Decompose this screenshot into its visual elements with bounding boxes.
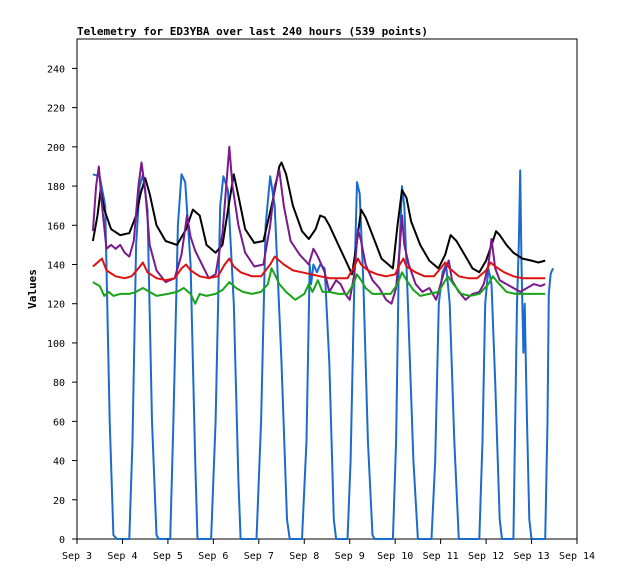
y-tick-label: 120 bbox=[47, 300, 65, 311]
series-line-1 bbox=[92, 169, 555, 540]
x-tick-label: Sep 13 bbox=[513, 551, 549, 562]
plot-area bbox=[76, 38, 578, 540]
chart-title: Telemetry for ED3YBA over last 240 hours… bbox=[77, 25, 428, 38]
y-tick-label: 80 bbox=[53, 378, 65, 389]
y-tick-label: 60 bbox=[53, 417, 65, 428]
y-tick-label: 180 bbox=[47, 182, 65, 193]
series-layer bbox=[91, 145, 555, 540]
x-tick-label: Sep 4 bbox=[107, 551, 137, 562]
y-tick-label: 20 bbox=[53, 496, 65, 507]
y-axis-label: Values bbox=[26, 269, 39, 309]
x-tick-label: Sep 14 bbox=[559, 551, 595, 562]
y-tick-label: 200 bbox=[47, 143, 65, 154]
y-tick-label: 140 bbox=[47, 260, 65, 271]
x-tick-label: Sep 5 bbox=[153, 551, 183, 562]
y-tick-label: 100 bbox=[47, 339, 65, 350]
y-tick-label: 220 bbox=[47, 104, 65, 115]
x-tick-label: Sep 9 bbox=[335, 551, 365, 562]
y-axis: 0 20 40 60 80 100 120 140 160 180 200 220 240 bbox=[47, 64, 77, 546]
y-tick-label: 160 bbox=[47, 221, 65, 232]
series-line-5 bbox=[92, 267, 546, 305]
series-line-4 bbox=[92, 255, 546, 282]
x-tick-label: Sep 7 bbox=[244, 551, 274, 562]
x-axis: Sep 3 Sep 4 Sep 5 Sep 6 Sep 7 Sep 8 Sep 9 Sep 1… bbox=[62, 539, 595, 562]
y-tick-label: 240 bbox=[47, 64, 65, 75]
x-tick-label: Sep 6 bbox=[198, 551, 228, 562]
x-tick-label: Sep 10 bbox=[377, 551, 413, 562]
x-tick-label: Sep 3 bbox=[62, 551, 92, 562]
y-tick-label: 40 bbox=[53, 457, 65, 468]
x-tick-label: Sep 12 bbox=[468, 551, 504, 562]
x-tick-label: Sep 8 bbox=[289, 551, 319, 562]
series-line-2 bbox=[91, 161, 546, 276]
y-tick-label: 0 bbox=[59, 535, 65, 546]
x-tick-label: Sep 11 bbox=[423, 551, 459, 562]
series-line-3 bbox=[91, 145, 546, 305]
